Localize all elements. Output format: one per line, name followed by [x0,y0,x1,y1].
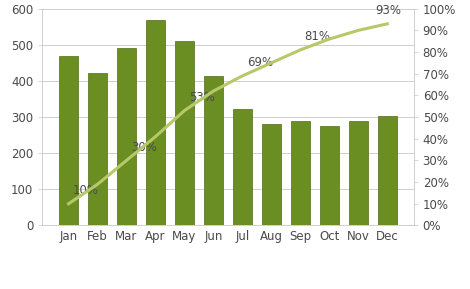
Bar [291,121,310,225]
Bar [233,109,252,225]
Bar [59,55,78,225]
Bar [320,126,339,225]
Bar [349,121,368,225]
Text: 69%: 69% [247,56,273,69]
Bar [117,48,136,225]
Bar [378,116,397,225]
Bar [204,76,223,225]
Bar [262,124,281,225]
Text: 53%: 53% [189,91,215,104]
Bar [146,20,165,225]
Text: 81%: 81% [305,30,331,43]
Text: 30%: 30% [131,141,157,154]
Bar [175,41,194,225]
Bar [88,73,107,225]
Text: 10%: 10% [73,184,99,197]
Legend: Sales $'000, Cum %: Sales $'000, Cum % [139,288,317,289]
Text: 93%: 93% [376,4,402,17]
